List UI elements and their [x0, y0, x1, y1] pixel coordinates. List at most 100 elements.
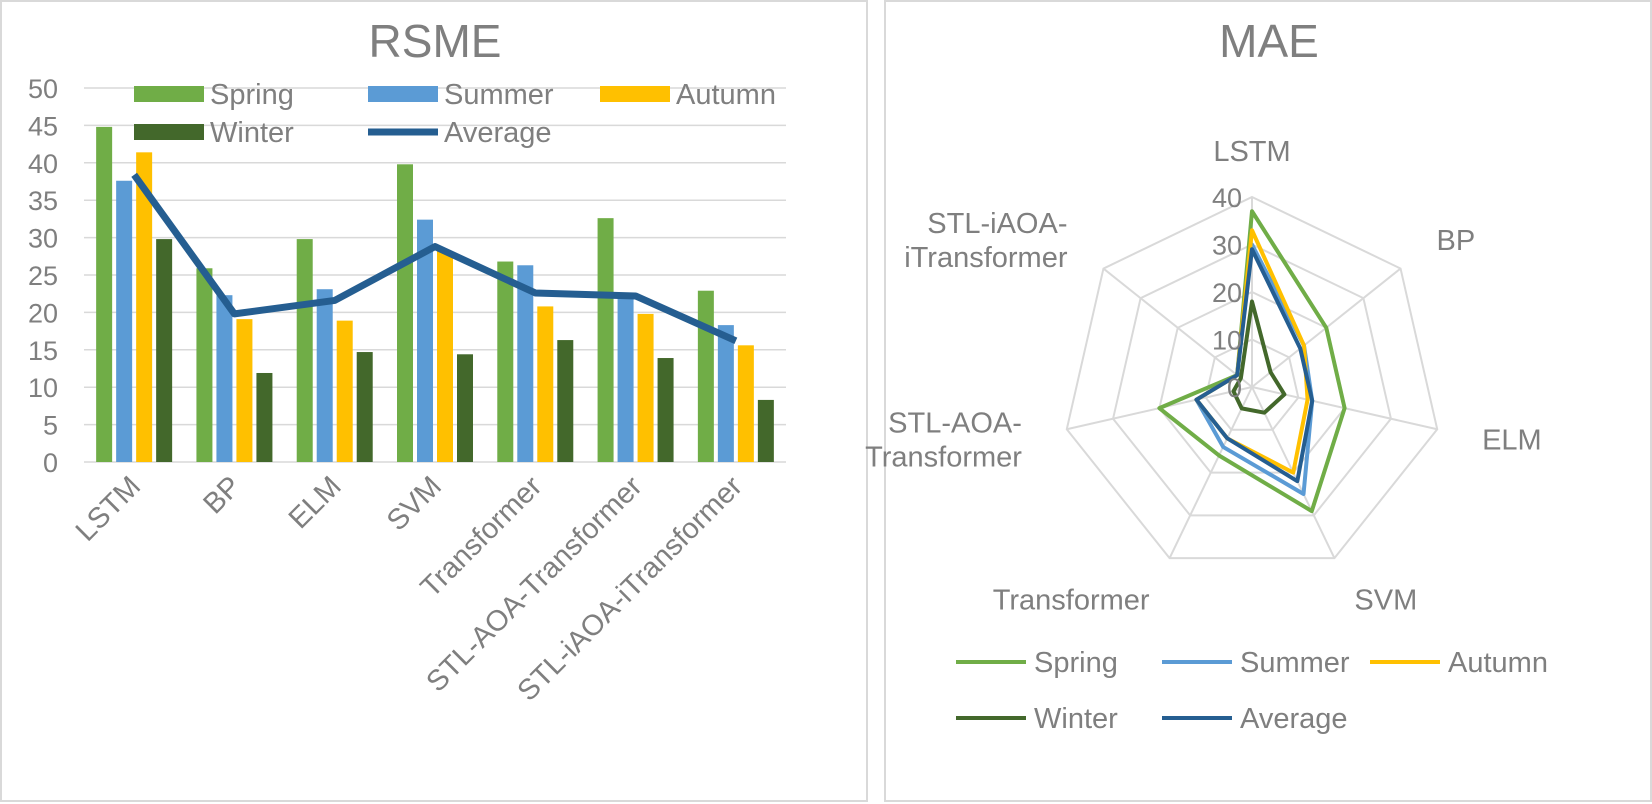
rsme-legend-item-summer: Summer [368, 79, 554, 111]
mae-legend-item-summer: Summer [1162, 647, 1350, 679]
rsme-bar-summer-lstm [116, 180, 133, 462]
rsme-x-tick-label: LSTM [70, 470, 147, 547]
mae-category-label: SVM [1354, 585, 1417, 617]
rsme-legend-item-average: Average [368, 117, 552, 149]
mae-r-tick-label: 10 [1212, 326, 1242, 356]
rsme-line-average [131, 172, 738, 345]
rsme-bar-spring-bp [196, 268, 213, 462]
rsme-bar-summer-transformer [517, 265, 534, 462]
rsme-y-tick-label: 45 [28, 111, 58, 141]
mae-category-label: BP [1437, 225, 1476, 257]
rsme-legend-label: Spring [210, 79, 294, 111]
mae-legend-item-winter: Winter [956, 703, 1118, 735]
rsme-legend-swatch [134, 124, 204, 140]
rsme-legend-label: Summer [444, 79, 554, 111]
mae-web-spoke [1102, 267, 1253, 388]
mae-radial-axis: 0 10 20 30 40 [1212, 183, 1242, 403]
mae-r-tick-label: 40 [1212, 183, 1242, 213]
rsme-bar-autumn-svm [437, 251, 453, 462]
mae-web-ring [1204, 338, 1300, 431]
rsme-bar-autumn-lstm [136, 152, 153, 462]
rsme-y-tick-label: 40 [28, 149, 58, 179]
mae-web-ring [1111, 243, 1393, 517]
rsme-y-axis: 0 5 10 15 20 25 30 35 40 45 50 [28, 74, 58, 478]
mae-category-labels: LSTM BP ELM SVM Transformer STL-AOA-Transform… [865, 136, 1542, 617]
rsme-bar-winter-transformer [557, 340, 574, 462]
mae-legend-label: Autumn [1448, 647, 1548, 679]
rsme-bar-autumn-transformer [537, 306, 554, 462]
rsme-legend-swatch [134, 86, 204, 102]
rsme-gridlines [84, 87, 786, 463]
rsme-y-tick-label: 5 [43, 411, 58, 441]
rsme-legend-item-autumn: Autumn [600, 79, 776, 111]
mae-radar-series [1157, 209, 1347, 514]
rsme-y-tick-label: 20 [28, 298, 58, 328]
rsme-legend-swatch [600, 86, 670, 102]
mae-category-label: STL-AOA-Transformer [865, 408, 1022, 474]
rsme-bar-winter-svm [457, 354, 473, 462]
mae-legend-label: Winter [1034, 703, 1118, 735]
rsme-bar-spring-stl-aoa-transformer [597, 218, 614, 462]
rsme-x-tick-label: BP [197, 470, 247, 520]
mae-legend-label: Average [1240, 703, 1348, 735]
rsme-bar-winter-elm [356, 352, 373, 462]
rsme-bar-winter-stl-iaoa-itransformer [757, 399, 774, 462]
rsme-bar-summer-stl-aoa-transformer [617, 297, 634, 462]
mae-web-spoke [1168, 386, 1253, 559]
rsme-bar-spring-svm [397, 164, 413, 462]
rsme-x-axis: LSTM BP ELM SVMTransformerSTL-AOA-Transform… [70, 470, 749, 707]
rsme-bar-autumn-stl-iaoa-itransformer [737, 345, 754, 462]
rsme-x-tick-label: SVM [381, 470, 448, 537]
rsme-bar-summer-stl-iaoa-itransformer [717, 325, 734, 462]
mae-legend-label: Spring [1034, 647, 1118, 679]
rsme-bar-summer-svm [417, 219, 433, 462]
rsme-bar-winter-bp [256, 372, 273, 462]
rsme-bar-winter-lstm [156, 239, 173, 462]
rsme-legend-label: Autumn [676, 79, 776, 111]
rsme-average-line [131, 172, 738, 345]
rsme-y-tick-label: 15 [28, 336, 58, 366]
rsme-legend: Spring Summer Autumn Winter Average [134, 79, 776, 149]
rsme-bars [96, 126, 774, 463]
mae-legend-item-average: Average [1162, 703, 1348, 735]
mae-chart-panel: MAE 0 10 20 30 40 LSTM BP ELM SVM Transformer STL… [865, 0, 1652, 802]
rsme-chart-title: RSME [369, 15, 502, 67]
rsme-chart-panel: RSME 0 5 10 15 20 25 30 35 40 45 50 LSTM BP ELM SVM Tr… [0, 0, 868, 802]
rsme-x-tick-label: ELM [283, 470, 348, 535]
mae-legend-label: Summer [1240, 647, 1350, 679]
mae-legend-item-spring: Spring [956, 647, 1118, 679]
mae-chart-title: MAE [1219, 15, 1319, 67]
rsme-bar-spring-elm [296, 239, 313, 462]
rsme-y-tick-label: 50 [28, 74, 58, 104]
rsme-y-tick-label: 0 [43, 448, 58, 478]
mae-r-tick-label: 20 [1212, 278, 1242, 308]
mae-chart: MAE 0 10 20 30 40 LSTM BP ELM SVM Transformer STL… [865, 15, 1548, 735]
rsme-bar-spring-transformer [497, 261, 514, 462]
rsme-legend-swatch [368, 86, 438, 102]
rsme-y-tick-label: 25 [28, 261, 58, 291]
rsme-legend-item-winter: Winter [134, 117, 294, 149]
rsme-legend-label: Average [444, 117, 552, 149]
rsme-y-tick-label: 35 [28, 186, 58, 216]
mae-legend-item-autumn: Autumn [1370, 647, 1548, 679]
mae-category-label: ELM [1482, 425, 1542, 457]
rsme-legend-label: Winter [210, 117, 294, 149]
rsme-bar-autumn-elm [336, 320, 353, 462]
rsme-bar-summer-bp [216, 295, 233, 462]
mae-legend: Spring Summer Autumn Winter Average [956, 647, 1548, 735]
rsme-y-tick-label: 10 [28, 373, 58, 403]
mae-category-label: Transformer [993, 585, 1150, 617]
mae-r-tick-label: 0 [1227, 373, 1242, 403]
rsme-bar-summer-elm [316, 289, 333, 462]
mae-category-label: STL-iAOA-iTransformer [904, 208, 1068, 274]
rsme-bar-spring-lstm [96, 126, 113, 463]
rsme-y-tick-label: 30 [28, 224, 58, 254]
rsme-bar-autumn-stl-aoa-transformer [637, 313, 654, 462]
mae-r-tick-label: 30 [1212, 231, 1242, 261]
mae-category-label: LSTM [1213, 136, 1290, 168]
rsme-bar-winter-stl-aoa-transformer [657, 358, 674, 462]
mae-series-average [1194, 247, 1315, 484]
rsme-legend-item-spring: Spring [134, 79, 294, 111]
rsme-bar-spring-stl-iaoa-itransformer [697, 290, 714, 462]
